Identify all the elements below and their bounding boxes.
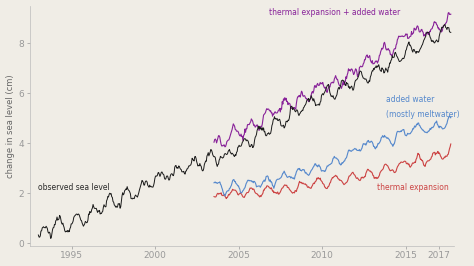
Text: thermal expansion: thermal expansion <box>377 183 449 192</box>
Y-axis label: change in sea level (cm): change in sea level (cm) <box>6 74 15 177</box>
Text: thermal expansion + added water: thermal expansion + added water <box>269 8 400 17</box>
Text: added water: added water <box>386 95 434 105</box>
Text: (mostly meltwater): (mostly meltwater) <box>386 110 459 119</box>
Text: observed sea level: observed sea level <box>38 183 110 192</box>
